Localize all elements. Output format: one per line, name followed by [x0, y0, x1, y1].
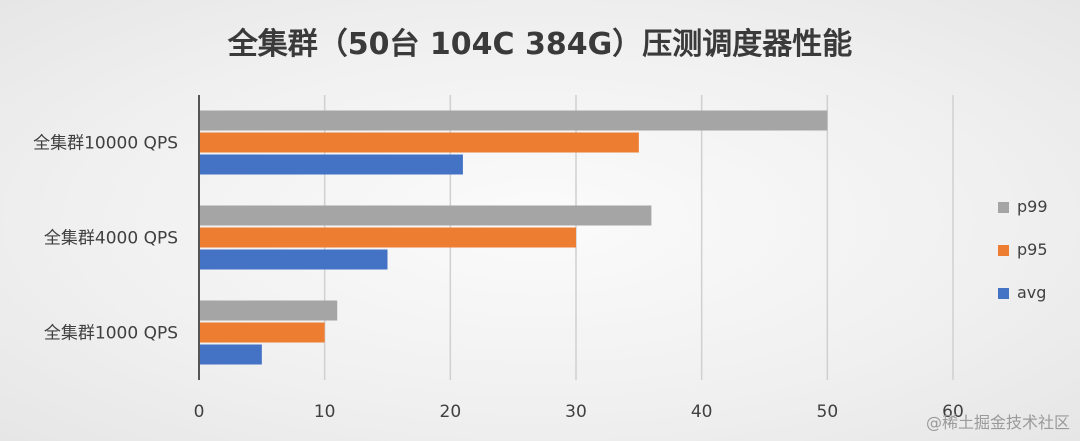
bar-p99	[200, 110, 828, 131]
legend-label-avg: avg	[1017, 283, 1046, 302]
category-label: 全集群1000 QPS	[44, 324, 178, 344]
bar-p95	[200, 132, 639, 153]
legend-label-p99: p99	[1017, 197, 1048, 216]
bar-p95	[200, 322, 325, 343]
x-tick-label: 60	[942, 402, 964, 422]
legend-swatch-p99	[998, 202, 1009, 213]
x-tick-label: 0	[194, 402, 205, 422]
legend-label-p95: p95	[1017, 240, 1048, 259]
legend-swatch-p95	[998, 245, 1009, 256]
legend: p99 p95 avg	[998, 197, 1048, 302]
x-tick-label: 50	[817, 402, 839, 422]
bar-avg	[200, 344, 262, 365]
labels: 0 10 20 30 40 50 60 全集群10000 QPS 全集群4000 QPS 全集群1…	[33, 134, 964, 423]
bar-p99	[200, 300, 338, 321]
x-tick-label: 10	[314, 402, 336, 422]
category-label: 全集群10000 QPS	[33, 134, 178, 154]
chart-title: 全集群（50台 104C 384G）压测调度器性能	[227, 27, 853, 62]
watermark-text: @稀土掘金技术社区	[925, 413, 1070, 432]
x-tick-label: 40	[691, 402, 713, 422]
category-label: 全集群4000 QPS	[44, 229, 178, 249]
legend-swatch-avg	[998, 288, 1009, 299]
bar-p99	[200, 205, 652, 226]
bar-avg	[200, 154, 463, 175]
bar-p95	[200, 227, 576, 248]
x-tick-label: 20	[440, 402, 462, 422]
bar-avg	[200, 249, 388, 270]
bars	[200, 110, 828, 365]
x-tick-label: 30	[565, 402, 587, 422]
